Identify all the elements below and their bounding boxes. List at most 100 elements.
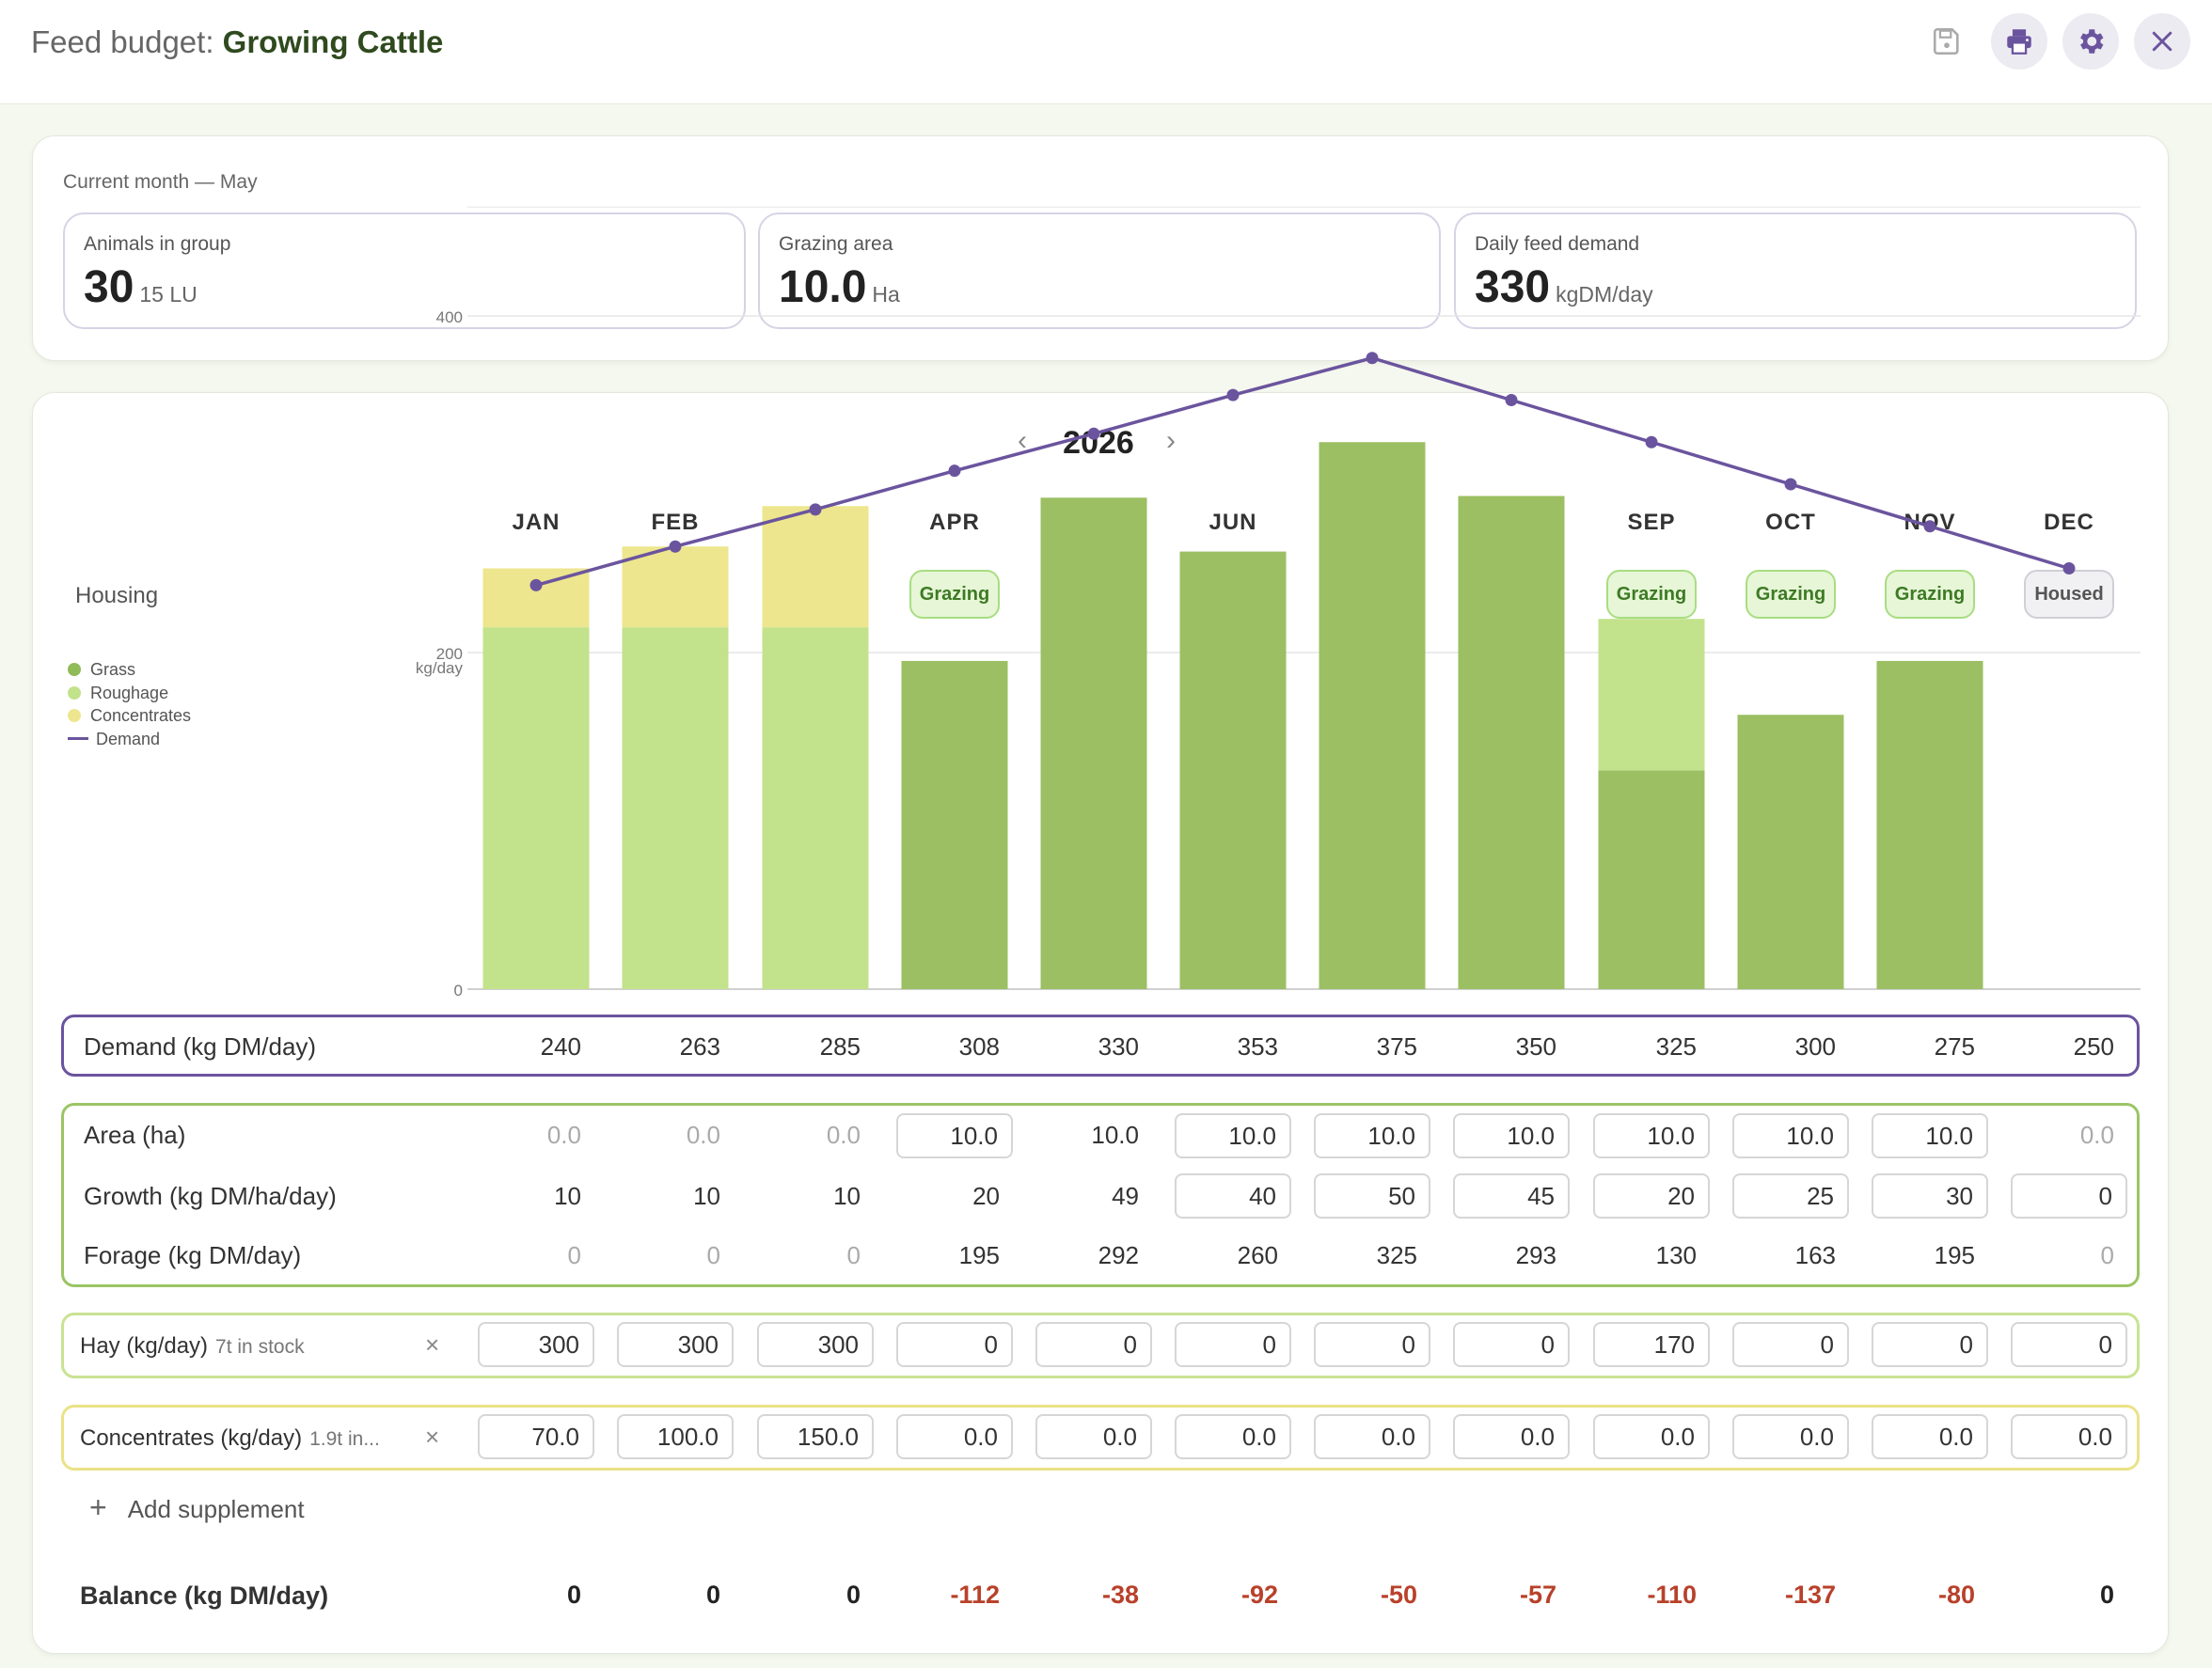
housing-toggle-oct[interactable]: Grazing <box>1746 570 1836 619</box>
bar-roughage-jan <box>482 627 590 989</box>
legend-grass-label: Grass <box>90 660 136 679</box>
stat-label: Daily feed demand <box>1475 233 1640 255</box>
hay-input-feb[interactable]: 300 <box>617 1322 734 1367</box>
balance-value-dec: 0 <box>2099 1581 2114 1609</box>
next-year-button[interactable]: › <box>1166 425 1176 456</box>
page-title: Feed budget: Growing Cattle <box>31 24 443 60</box>
balance-value-nov: -80 <box>1937 1581 1975 1609</box>
growth-value-feb: 10 <box>693 1182 720 1210</box>
forage-value-jul: 325 <box>1376 1241 1417 1269</box>
hay-input-dec[interactable]: 0 <box>2011 1322 2127 1367</box>
stat-animals: Animals in group 30 15 LU <box>63 212 746 329</box>
hay-input-apr[interactable]: 0 <box>896 1322 1013 1367</box>
concentrates-input-apr[interactable]: 0.0 <box>896 1414 1013 1459</box>
stat-value: 330 <box>1475 262 1551 312</box>
housing-toggle-nov[interactable]: Grazing <box>1885 570 1975 619</box>
growth-input-dec[interactable]: 0 <box>2011 1173 2127 1219</box>
current-month-label: Current month — May <box>63 171 258 193</box>
demand-point-dec <box>2062 562 2076 574</box>
month-header-oct: OCT <box>1765 510 1816 535</box>
summary-card <box>32 135 2169 361</box>
legend-demand-swatch <box>68 737 88 741</box>
concentrates-input-jul[interactable]: 0.0 <box>1314 1414 1430 1459</box>
forage-row-label: Forage (kg DM/day) <box>84 1241 302 1269</box>
hay-input-oct[interactable]: 0 <box>1732 1322 1849 1367</box>
stat-value: 10.0 <box>779 262 867 312</box>
settings-button[interactable] <box>2062 13 2119 70</box>
month-header-dec: DEC <box>2044 510 2094 535</box>
legend-demand: Demand <box>68 728 191 751</box>
chart-legend: Grass Roughage Concentrates Demand <box>68 658 191 750</box>
hay-row <box>61 1313 2140 1378</box>
balance-value-feb: 0 <box>705 1581 720 1609</box>
y-axis-label: kg/day <box>416 659 464 677</box>
hay-stock: 7t in stock <box>215 1336 305 1358</box>
forage-value-feb: 0 <box>706 1241 720 1269</box>
growth-input-sep[interactable]: 20 <box>1593 1173 1710 1219</box>
y-tick-label-200: 200 <box>436 645 463 663</box>
demand-value-feb: 263 <box>679 1032 720 1061</box>
save-button[interactable] <box>1919 13 1975 70</box>
housing-label: Housing <box>75 583 159 608</box>
growth-input-jul[interactable]: 50 <box>1314 1173 1430 1219</box>
area-input-oct[interactable]: 10.0 <box>1732 1113 1849 1158</box>
concentrates-input-sep[interactable]: 0.0 <box>1593 1414 1710 1459</box>
concentrates-input-oct[interactable]: 0.0 <box>1732 1414 1849 1459</box>
area-input-nov[interactable]: 10.0 <box>1872 1113 1988 1158</box>
demand-row-label: Demand (kg DM/day) <box>84 1032 317 1061</box>
balance-value-apr: -112 <box>950 1581 1000 1609</box>
hay-input-nov[interactable]: 0 <box>1872 1322 1988 1367</box>
concentrates-input-nov[interactable]: 0.0 <box>1872 1414 1988 1459</box>
area-input-aug[interactable]: 10.0 <box>1453 1113 1570 1158</box>
plus-icon: + <box>89 1490 107 1524</box>
housing-toggle-sep[interactable]: Grazing <box>1606 570 1697 619</box>
housing-toggle-apr[interactable]: Grazing <box>909 570 1000 619</box>
remove-concentrates-button[interactable]: × <box>425 1423 440 1451</box>
forage-value-nov: 195 <box>1934 1241 1975 1269</box>
area-value-may: 10.0 <box>1091 1121 1139 1149</box>
hay-input-aug[interactable]: 0 <box>1453 1322 1570 1367</box>
month-header-apr: APR <box>929 510 980 535</box>
hay-input-jun[interactable]: 0 <box>1175 1322 1291 1367</box>
add-supplement-button[interactable]: + Add supplement <box>89 1490 305 1525</box>
forage-value-dec: 0 <box>2100 1241 2114 1269</box>
hay-input-mar[interactable]: 300 <box>757 1322 874 1367</box>
concentrates-input-dec[interactable]: 0.0 <box>2011 1414 2127 1459</box>
growth-input-aug[interactable]: 45 <box>1453 1173 1570 1219</box>
prev-year-button[interactable]: ‹ <box>1018 425 1027 456</box>
housing-toggle-dec[interactable]: Housed <box>2024 570 2114 619</box>
growth-input-oct[interactable]: 25 <box>1732 1173 1849 1219</box>
growth-input-nov[interactable]: 30 <box>1872 1173 1988 1219</box>
close-button[interactable] <box>2134 13 2190 70</box>
area-value-dec: 0.0 <box>2079 1121 2114 1149</box>
bar-grass-oct <box>1737 715 1844 989</box>
area-input-sep[interactable]: 10.0 <box>1593 1113 1710 1158</box>
balance-value-oct: -137 <box>1784 1581 1836 1609</box>
bar-grass-sep <box>1598 770 1705 989</box>
hay-input-jan[interactable]: 300 <box>478 1322 594 1367</box>
area-input-apr[interactable]: 10.0 <box>896 1113 1013 1158</box>
forage-value-mar: 0 <box>846 1241 861 1269</box>
hay-input-jul[interactable]: 0 <box>1314 1322 1430 1367</box>
hay-input-sep[interactable]: 170 <box>1593 1322 1710 1367</box>
stat-label: Animals in group <box>84 233 231 255</box>
demand-line <box>535 355 2070 588</box>
area-input-jun[interactable]: 10.0 <box>1175 1113 1291 1158</box>
concentrates-input-aug[interactable]: 0.0 <box>1453 1414 1570 1459</box>
hay-input-may[interactable]: 0 <box>1035 1322 1152 1367</box>
print-button[interactable] <box>1991 13 2047 70</box>
concentrates-row-label: Concentrates (kg/day) 1.9t in... <box>80 1425 380 1452</box>
balance-value-jul: -50 <box>1380 1581 1417 1609</box>
balance-value-aug: -57 <box>1519 1581 1556 1609</box>
concentrates-input-jun[interactable]: 0.0 <box>1175 1414 1291 1459</box>
concentrates-input-jan[interactable]: 70.0 <box>478 1414 594 1459</box>
concentrates-input-mar[interactable]: 150.0 <box>757 1414 874 1459</box>
bar-concentrates-mar <box>762 506 869 628</box>
area-input-jul[interactable]: 10.0 <box>1314 1113 1430 1158</box>
concentrates-input-feb[interactable]: 100.0 <box>617 1414 734 1459</box>
bar-grass-apr <box>901 660 1008 989</box>
month-header-feb: FEB <box>651 510 700 535</box>
growth-input-jun[interactable]: 40 <box>1175 1173 1291 1219</box>
remove-hay-button[interactable]: × <box>425 1330 440 1359</box>
concentrates-input-may[interactable]: 0.0 <box>1035 1414 1152 1459</box>
